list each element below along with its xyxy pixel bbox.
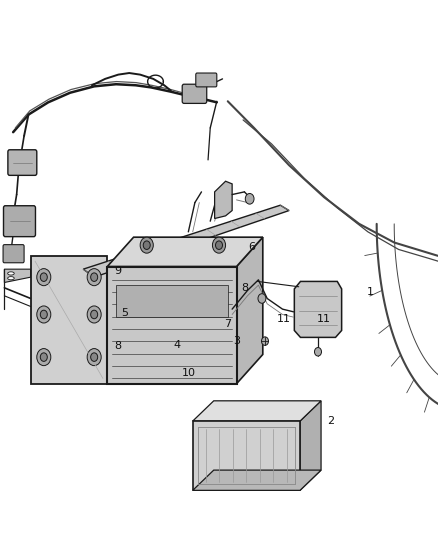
FancyBboxPatch shape <box>182 84 207 103</box>
Text: 1: 1 <box>367 287 374 297</box>
Text: 5: 5 <box>121 309 128 318</box>
Text: 8: 8 <box>114 342 121 351</box>
Text: 7: 7 <box>224 319 231 329</box>
Circle shape <box>258 294 266 303</box>
Polygon shape <box>193 401 321 421</box>
Circle shape <box>245 193 254 204</box>
Polygon shape <box>294 281 342 337</box>
Circle shape <box>140 237 153 253</box>
Polygon shape <box>107 237 263 266</box>
FancyBboxPatch shape <box>4 206 35 237</box>
Polygon shape <box>107 266 237 384</box>
Polygon shape <box>300 401 321 490</box>
Polygon shape <box>116 285 228 317</box>
Circle shape <box>37 306 51 323</box>
Text: 3: 3 <box>233 336 240 346</box>
Circle shape <box>261 337 268 345</box>
Circle shape <box>143 241 150 249</box>
Circle shape <box>212 237 226 253</box>
FancyBboxPatch shape <box>8 150 37 175</box>
Polygon shape <box>31 256 107 384</box>
Circle shape <box>91 310 98 319</box>
Text: 9: 9 <box>115 266 122 276</box>
FancyBboxPatch shape <box>196 73 217 87</box>
Ellipse shape <box>7 272 14 275</box>
Polygon shape <box>237 237 263 384</box>
Polygon shape <box>4 269 31 282</box>
Text: 6: 6 <box>248 243 255 252</box>
Polygon shape <box>193 421 300 490</box>
Text: 2: 2 <box>327 416 334 426</box>
Circle shape <box>87 349 101 366</box>
Polygon shape <box>83 205 289 277</box>
Text: 11: 11 <box>317 314 331 324</box>
Text: 10: 10 <box>181 368 195 378</box>
Text: 11: 11 <box>277 314 291 324</box>
Circle shape <box>91 273 98 281</box>
Circle shape <box>314 348 321 356</box>
Circle shape <box>87 269 101 286</box>
Circle shape <box>215 241 223 249</box>
Polygon shape <box>193 470 321 490</box>
Polygon shape <box>215 181 232 219</box>
Circle shape <box>91 353 98 361</box>
FancyBboxPatch shape <box>3 245 24 263</box>
Circle shape <box>87 306 101 323</box>
Circle shape <box>40 310 47 319</box>
Text: 8: 8 <box>242 283 249 293</box>
Circle shape <box>40 273 47 281</box>
Circle shape <box>37 349 51 366</box>
Ellipse shape <box>7 277 14 280</box>
Text: 4: 4 <box>174 341 181 350</box>
Circle shape <box>37 269 51 286</box>
Circle shape <box>40 353 47 361</box>
